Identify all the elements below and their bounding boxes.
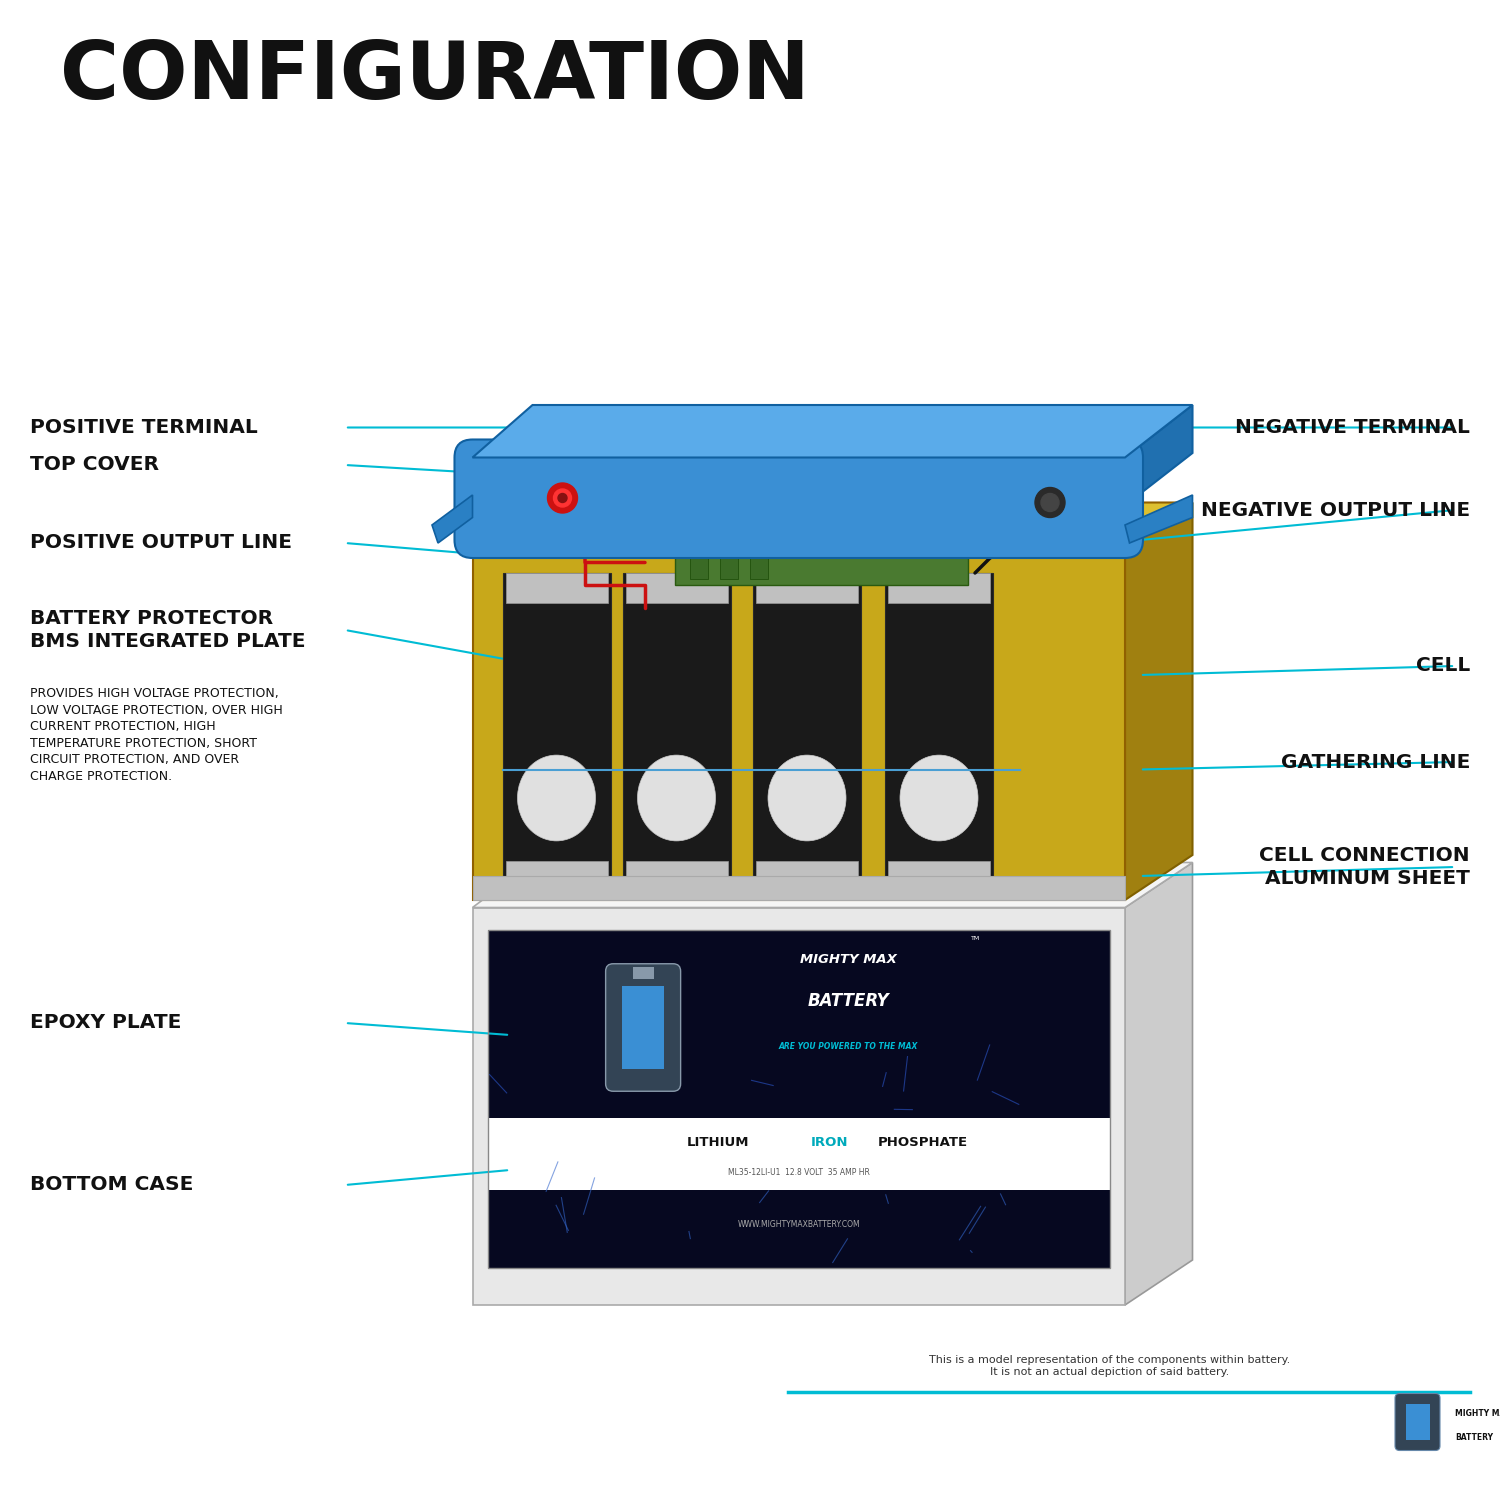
Circle shape: [1041, 494, 1059, 512]
Circle shape: [548, 483, 578, 513]
Bar: [472, 908, 1125, 1305]
Bar: [1406, 1404, 1429, 1440]
Ellipse shape: [518, 754, 596, 842]
Bar: [885, 573, 993, 888]
Text: This is a model representation of the components within battery.
It is not an ac: This is a model representation of the co…: [930, 1354, 1290, 1377]
Bar: [622, 573, 730, 888]
Bar: [488, 1118, 1110, 1190]
Bar: [626, 861, 728, 888]
Bar: [756, 861, 858, 888]
Bar: [503, 573, 610, 888]
Bar: [756, 573, 858, 603]
Text: BOTTOM CASE: BOTTOM CASE: [30, 1176, 194, 1194]
Circle shape: [1035, 488, 1065, 518]
Text: BATTERY: BATTERY: [807, 993, 889, 1011]
Text: LITHIUM: LITHIUM: [687, 1136, 748, 1149]
Bar: [888, 861, 990, 888]
Text: NEGATIVE TERMINAL: NEGATIVE TERMINAL: [1234, 419, 1470, 436]
Polygon shape: [472, 862, 1192, 907]
Text: ARE YOU POWERED TO THE MAX: ARE YOU POWERED TO THE MAX: [778, 1041, 918, 1050]
Polygon shape: [1125, 495, 1192, 543]
Ellipse shape: [768, 754, 846, 842]
Text: TOP COVER: TOP COVER: [30, 456, 159, 474]
Bar: [488, 930, 1110, 1118]
Polygon shape: [432, 495, 472, 543]
Text: MIGHTY MAX: MIGHTY MAX: [800, 952, 897, 966]
Text: POSITIVE TERMINAL: POSITIVE TERMINAL: [30, 419, 258, 436]
Bar: [690, 556, 708, 579]
Bar: [720, 556, 738, 579]
Bar: [488, 1190, 1110, 1268]
FancyBboxPatch shape: [454, 440, 1143, 558]
Bar: [626, 573, 728, 603]
Bar: [675, 548, 968, 585]
Text: CELL CONNECTION
ALUMINUM SHEET: CELL CONNECTION ALUMINUM SHEET: [1260, 846, 1470, 888]
Bar: [633, 968, 654, 980]
Polygon shape: [1125, 405, 1192, 506]
Bar: [506, 573, 608, 603]
Text: WWW.MIGHTYMAXBATTERY.COM: WWW.MIGHTYMAXBATTERY.COM: [738, 1220, 860, 1228]
Text: MIGHTY MAX: MIGHTY MAX: [1455, 1408, 1500, 1418]
Text: POSITIVE OUTPUT LINE: POSITIVE OUTPUT LINE: [30, 534, 292, 552]
FancyBboxPatch shape: [1395, 1394, 1440, 1450]
Bar: [472, 548, 1125, 900]
Ellipse shape: [900, 754, 978, 842]
Bar: [488, 930, 1110, 1268]
Text: GATHERING LINE: GATHERING LINE: [1281, 753, 1470, 771]
Text: IRON: IRON: [812, 1136, 849, 1149]
Bar: [506, 861, 608, 888]
Text: CELL: CELL: [1416, 657, 1470, 675]
Polygon shape: [1125, 503, 1192, 900]
Polygon shape: [472, 503, 1192, 548]
Bar: [753, 573, 861, 888]
Bar: [888, 573, 990, 603]
Circle shape: [554, 489, 572, 507]
Text: EPOXY PLATE: EPOXY PLATE: [30, 1014, 182, 1032]
Text: NEGATIVE OUTPUT LINE: NEGATIVE OUTPUT LINE: [1202, 501, 1470, 519]
Bar: [750, 556, 768, 579]
Text: TM: TM: [972, 936, 981, 940]
Text: PHOSPHATE: PHOSPHATE: [878, 1136, 969, 1149]
Polygon shape: [472, 405, 1192, 457]
Text: ML35-12LI-U1  12.8 VOLT  35 AMP HR: ML35-12LI-U1 12.8 VOLT 35 AMP HR: [728, 1168, 870, 1178]
Text: PROVIDES HIGH VOLTAGE PROTECTION,
LOW VOLTAGE PROTECTION, OVER HIGH
CURRENT PROT: PROVIDES HIGH VOLTAGE PROTECTION, LOW VO…: [30, 687, 282, 783]
Text: BATTERY: BATTERY: [1455, 1432, 1492, 1442]
Text: CONFIGURATION: CONFIGURATION: [60, 38, 810, 116]
Circle shape: [558, 494, 567, 502]
FancyBboxPatch shape: [606, 963, 681, 1092]
Ellipse shape: [638, 754, 716, 842]
Polygon shape: [1125, 862, 1192, 1305]
Text: BATTERY PROTECTOR
BMS INTEGRATED PLATE: BATTERY PROTECTOR BMS INTEGRATED PLATE: [30, 609, 306, 651]
Bar: [472, 876, 1125, 900]
Bar: [622, 987, 664, 1068]
